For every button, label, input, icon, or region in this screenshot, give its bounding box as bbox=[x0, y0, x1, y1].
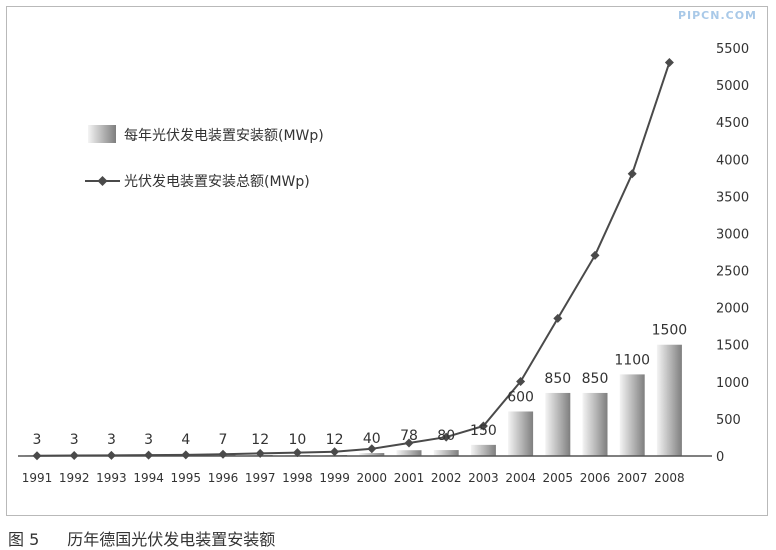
cumulative-point-1993 bbox=[106, 450, 116, 460]
y-tick-2000: 2000 bbox=[716, 302, 749, 317]
x-tick-1995: 1995 bbox=[171, 471, 202, 485]
y-tick-0: 0 bbox=[716, 450, 724, 465]
caption-text: 历年德国光伏发电装置安装额 bbox=[67, 530, 276, 549]
bar-2007 bbox=[619, 374, 645, 456]
cumulative-point-2007 bbox=[627, 169, 637, 179]
data-label-1993: 3 bbox=[107, 432, 116, 448]
bar-2008 bbox=[656, 344, 682, 456]
data-label-2003: 150 bbox=[470, 423, 497, 439]
bar-2006 bbox=[582, 392, 608, 456]
y-tick-4500: 4500 bbox=[716, 116, 749, 131]
data-label-1994: 3 bbox=[144, 432, 153, 448]
x-tick-2001: 2001 bbox=[394, 471, 425, 485]
x-tick-2006: 2006 bbox=[580, 471, 611, 485]
bar-2003 bbox=[470, 444, 496, 456]
x-tick-1994: 1994 bbox=[133, 471, 164, 485]
caption-number: 图 5 bbox=[8, 530, 40, 549]
cumulative-point-2005 bbox=[553, 313, 563, 323]
cumulative-point-2003 bbox=[478, 421, 488, 431]
data-label-2002: 80 bbox=[437, 428, 455, 444]
y-tick-3000: 3000 bbox=[716, 227, 749, 242]
x-tick-2002: 2002 bbox=[431, 471, 462, 485]
data-label-1996: 7 bbox=[219, 432, 228, 448]
x-tick-2004: 2004 bbox=[505, 471, 536, 485]
cumulative-point-2004 bbox=[516, 376, 526, 386]
cumulative-point-1992 bbox=[69, 451, 79, 461]
cumulative-point-2002 bbox=[441, 432, 451, 442]
cumulative-point-1998 bbox=[292, 448, 302, 458]
figure-caption: 图 5 历年德国光伏发电装置安装额 bbox=[8, 526, 275, 550]
x-tick-2007: 2007 bbox=[617, 471, 648, 485]
cumulative-point-1996 bbox=[218, 449, 228, 459]
data-label-1997: 12 bbox=[251, 432, 269, 448]
cumulative-point-2006 bbox=[590, 250, 600, 260]
x-tick-1999: 1999 bbox=[319, 471, 350, 485]
cumulative-point-2001 bbox=[404, 438, 414, 448]
y-tick-3500: 3500 bbox=[716, 190, 749, 205]
cumulative-point-1997 bbox=[255, 448, 265, 458]
cumulative-point-1994 bbox=[144, 450, 154, 460]
data-label-2000: 40 bbox=[363, 431, 381, 447]
bar-2000 bbox=[359, 453, 385, 456]
legend: 每年光伏发电装置安装额(MWp) 光伏发电装置安装总额(MWp) bbox=[85, 125, 324, 190]
cumulative-point-1991 bbox=[32, 451, 42, 461]
x-tick-2003: 2003 bbox=[468, 471, 499, 485]
x-tick-2005: 2005 bbox=[543, 471, 574, 485]
watermark: PIPCN.COM bbox=[677, 9, 757, 22]
data-label-1991: 3 bbox=[33, 432, 42, 448]
data-label-1999: 12 bbox=[326, 432, 344, 448]
data-label-2006: 850 bbox=[582, 371, 609, 387]
y-tick-1500: 1500 bbox=[716, 339, 749, 354]
x-tick-1992: 1992 bbox=[59, 471, 90, 485]
y-tick-4000: 4000 bbox=[716, 153, 749, 168]
legend-line-marker bbox=[97, 176, 108, 186]
x-tick-1991: 1991 bbox=[22, 471, 53, 485]
data-label-2005: 850 bbox=[544, 371, 571, 387]
x-tick-2008: 2008 bbox=[654, 471, 685, 485]
data-label-2004: 600 bbox=[507, 389, 534, 405]
data-label-2007: 1100 bbox=[614, 352, 650, 368]
y-tick-500: 500 bbox=[716, 413, 741, 428]
x-tick-1996: 1996 bbox=[208, 471, 239, 485]
y-tick-5500: 5500 bbox=[716, 42, 749, 57]
x-tick-1993: 1993 bbox=[96, 471, 127, 485]
bar-2005 bbox=[545, 392, 571, 456]
bar-2002 bbox=[433, 450, 459, 456]
x-tick-1998: 1998 bbox=[282, 471, 313, 485]
data-label-1995: 4 bbox=[181, 432, 190, 448]
legend-bar-swatch bbox=[88, 125, 116, 143]
data-label-2001: 78 bbox=[400, 428, 418, 444]
y-tick-2500: 2500 bbox=[716, 265, 749, 280]
y-tick-5000: 5000 bbox=[716, 79, 749, 94]
cumulative-point-2008 bbox=[664, 57, 674, 67]
cumulative-point-1999 bbox=[330, 447, 340, 457]
cumulative-point-1995 bbox=[181, 450, 191, 460]
legend-bar-label: 每年光伏发电装置安装额(MWp) bbox=[124, 128, 324, 144]
y-tick-1000: 1000 bbox=[716, 376, 749, 391]
cumulative-line bbox=[36, 62, 671, 457]
legend-line-label: 光伏发电装置安装总额(MWp) bbox=[124, 174, 310, 190]
cumulative-point-2000 bbox=[367, 444, 377, 454]
bar-2001 bbox=[396, 450, 422, 456]
data-label-1998: 10 bbox=[288, 432, 306, 448]
x-tick-2000: 2000 bbox=[357, 471, 388, 485]
bar-2004 bbox=[508, 411, 534, 456]
data-label-1992: 3 bbox=[70, 432, 79, 448]
x-tick-1997: 1997 bbox=[245, 471, 276, 485]
data-label-2008: 1500 bbox=[652, 323, 688, 339]
